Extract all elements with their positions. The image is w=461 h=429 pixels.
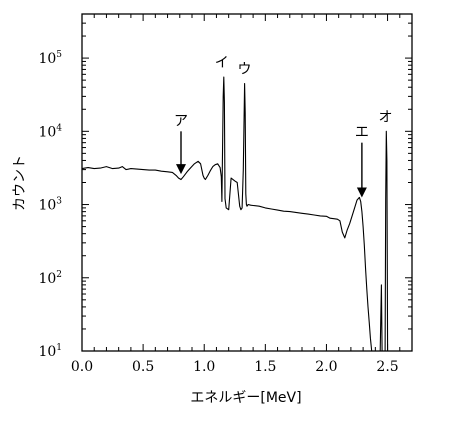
- spectrum-line: [81, 76, 389, 352]
- y-tick-label: 101: [38, 343, 62, 360]
- y-tick-label: 103: [38, 197, 62, 214]
- annotation-label: ウ: [238, 61, 252, 77]
- annotation-arrow-head: [356, 187, 367, 198]
- annotation-label: ア: [174, 113, 188, 129]
- series-layer: [81, 76, 389, 352]
- x-axis-ticks: 0.0 0.5 1.0 1.5 2.0 2.5: [71, 14, 401, 375]
- y-tick-label: 102: [38, 270, 62, 287]
- y-axis-ticks: 101 102 103 104 105: [38, 13, 412, 360]
- y-axis-title: カウント: [12, 155, 28, 211]
- x-tick-label: 2.0: [315, 359, 337, 375]
- annotation-label: オ: [379, 109, 393, 125]
- annotation-label: イ: [215, 55, 229, 71]
- y-tick-label: 105: [38, 50, 62, 67]
- y-tick-label: 104: [38, 123, 62, 140]
- x-tick-label: 1.5: [254, 359, 276, 375]
- annotation-label: エ: [355, 125, 369, 141]
- x-tick-label: 1.0: [193, 359, 215, 375]
- x-tick-label: 2.5: [376, 359, 398, 375]
- plot-area: 0.0 0.5 1.0 1.5 2.0 2.5 101 102 103 104 105 ア イ ウエオ: [38, 13, 413, 375]
- x-tick-label: 0.5: [132, 359, 154, 375]
- annotation-arrow-head: [176, 164, 186, 175]
- annotation-layer: ア イ ウエオ: [174, 55, 393, 198]
- x-tick-label: 0.0: [71, 359, 93, 375]
- x-axis-title: エネルギー[MeV]: [190, 390, 301, 406]
